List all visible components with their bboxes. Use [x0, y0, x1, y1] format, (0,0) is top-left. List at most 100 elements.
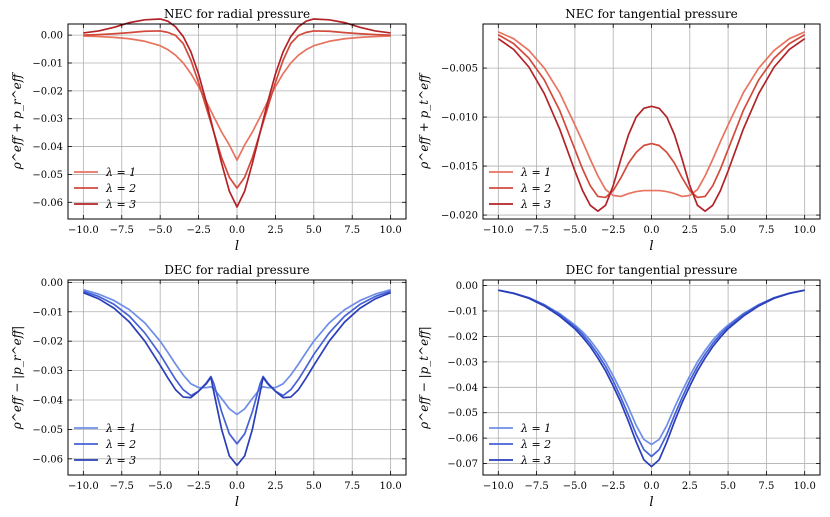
- x-tick-label: −2.5: [186, 225, 210, 236]
- series-line-lambda-1: [83, 35, 391, 162]
- x-tick-label: 7.5: [344, 225, 360, 236]
- y-tick-label: −0.02: [32, 337, 63, 348]
- x-axis-label: l: [235, 239, 239, 254]
- series-line-lambda-1: [83, 288, 391, 416]
- y-axis-label: ρ^eff + p_t^eff: [417, 72, 431, 170]
- y-tick-label: 0.00: [41, 31, 63, 42]
- x-tick-label: −10.0: [483, 481, 514, 492]
- legend: λ = 1 λ = 2 λ = 3: [489, 166, 551, 211]
- y-tick-label: 0.00: [456, 281, 478, 292]
- y-tick-label: −0.01: [447, 307, 478, 318]
- x-tick-label: 2.5: [267, 225, 283, 236]
- y-tick-label: −0.05: [447, 408, 478, 419]
- chart-title: DEC for radial pressure: [164, 263, 309, 277]
- series-line-lambda-1: [498, 289, 805, 446]
- x-tick-label: −10.0: [68, 225, 99, 236]
- legend-label: λ = 2: [520, 438, 551, 451]
- y-axis-label: ρ^eff + p_r^eff: [10, 71, 24, 170]
- series-line-lambda-3: [498, 289, 805, 468]
- x-tick-label: 0.0: [229, 225, 245, 236]
- series-line-lambda-2: [83, 30, 391, 189]
- x-tick-label: −7.5: [110, 225, 134, 236]
- series-line-lambda-1: [497, 31, 806, 198]
- legend: λ = 1 λ = 2 λ = 3: [74, 166, 136, 211]
- y-tick-label: −0.03: [447, 357, 478, 368]
- x-tick-label: 0.0: [644, 225, 660, 236]
- x-tick-label: 10.0: [794, 481, 816, 492]
- x-tick-label: −5.0: [563, 225, 587, 236]
- x-tick-label: 10.0: [380, 225, 402, 236]
- x-tick-label: 7.5: [758, 481, 774, 492]
- x-tick-label: −10.0: [483, 225, 514, 236]
- x-tick-label: 7.5: [758, 225, 774, 236]
- y-tick-label: −0.03: [32, 366, 63, 377]
- x-tick-label: −2.5: [601, 481, 625, 492]
- y-tick-label: −0.01: [32, 59, 63, 70]
- y-tick-label: −0.04: [32, 142, 63, 153]
- legend-label: λ = 1: [520, 422, 551, 435]
- x-axis-label: l: [649, 239, 653, 254]
- x-tick-label: 5.0: [306, 225, 322, 236]
- x-tick-label: −7.5: [110, 481, 134, 492]
- x-tick-label: 0.0: [644, 481, 660, 492]
- legend: λ = 1 λ = 2 λ = 3: [489, 422, 551, 467]
- chart-title: NEC for tangential pressure: [565, 7, 738, 21]
- y-tick-label: −0.010: [441, 113, 478, 124]
- y-tick-label: −0.020: [441, 211, 478, 222]
- legend-label: λ = 2: [105, 182, 136, 195]
- legend-label: λ = 2: [520, 182, 551, 195]
- x-axis-label: l: [235, 495, 239, 510]
- y-tick-label: −0.04: [32, 396, 63, 407]
- legend-label: λ = 3: [520, 454, 551, 467]
- y-tick-label: −0.06: [32, 198, 63, 209]
- x-tick-label: 5.0: [306, 481, 322, 492]
- grid: [68, 24, 406, 219]
- y-tick-label: −0.06: [447, 434, 478, 445]
- legend: λ = 1 λ = 2 λ = 3: [74, 422, 136, 467]
- series-line-lambda-3: [497, 38, 806, 213]
- legend-label: λ = 3: [105, 198, 136, 211]
- y-tick-label: −0.005: [441, 64, 478, 75]
- x-tick-label: −5.0: [148, 225, 172, 236]
- chart-panel-4: −10.0 −7.5 −5.0 −2.5 0.0 2.5 5.0 7.5 10.0 0.00 −0.…: [417, 263, 821, 510]
- y-tick-label: −0.05: [32, 425, 63, 436]
- y-axis-label: ρ^eff − |p_r^eff|: [10, 326, 24, 431]
- legend-label: λ = 1: [520, 166, 551, 179]
- y-tick-label: −0.05: [32, 170, 63, 181]
- x-tick-label: 7.5: [344, 481, 360, 492]
- chart-title: DEC for tangential pressure: [566, 263, 738, 277]
- chart-panel-2: −10.0 −7.5 −5.0 −2.5 0.0 2.5 5.0 7.5 10.0 −0.005 −…: [417, 7, 821, 254]
- legend-label: λ = 3: [520, 198, 551, 211]
- chart-title: NEC for radial pressure: [164, 7, 310, 21]
- x-tick-label: −10.0: [68, 481, 99, 492]
- series-line-lambda-3: [83, 291, 391, 467]
- y-tick-label: 0.00: [41, 278, 63, 289]
- series-line-lambda-3: [83, 18, 391, 208]
- x-tick-label: 10.0: [380, 481, 402, 492]
- y-tick-label: −0.04: [447, 383, 478, 394]
- x-tick-label: 2.5: [267, 481, 283, 492]
- x-tick-label: −7.5: [524, 481, 548, 492]
- x-tick-label: 10.0: [794, 225, 816, 236]
- x-tick-label: 0.0: [229, 481, 245, 492]
- y-tick-label: −0.01: [32, 307, 63, 318]
- legend-label: λ = 3: [105, 454, 136, 467]
- legend-label: λ = 1: [105, 422, 136, 435]
- x-tick-label: −5.0: [148, 481, 172, 492]
- y-tick-label: −0.015: [441, 162, 478, 173]
- y-tick-label: −0.03: [32, 114, 63, 125]
- y-tick-label: −0.02: [32, 86, 63, 97]
- grid: [483, 280, 820, 475]
- x-tick-label: −2.5: [601, 225, 625, 236]
- y-axis-label: ρ^eff − |p_t^eff|: [417, 326, 431, 430]
- x-tick-label: 2.5: [682, 225, 698, 236]
- y-tick-label: −0.07: [447, 459, 478, 470]
- x-tick-label: −2.5: [186, 481, 210, 492]
- x-tick-label: 5.0: [720, 225, 736, 236]
- x-tick-label: −7.5: [524, 225, 548, 236]
- legend-label: λ = 2: [105, 438, 136, 451]
- y-tick-label: −0.06: [32, 454, 63, 465]
- series-line-lambda-2: [497, 34, 806, 199]
- series-line-lambda-2: [83, 290, 391, 445]
